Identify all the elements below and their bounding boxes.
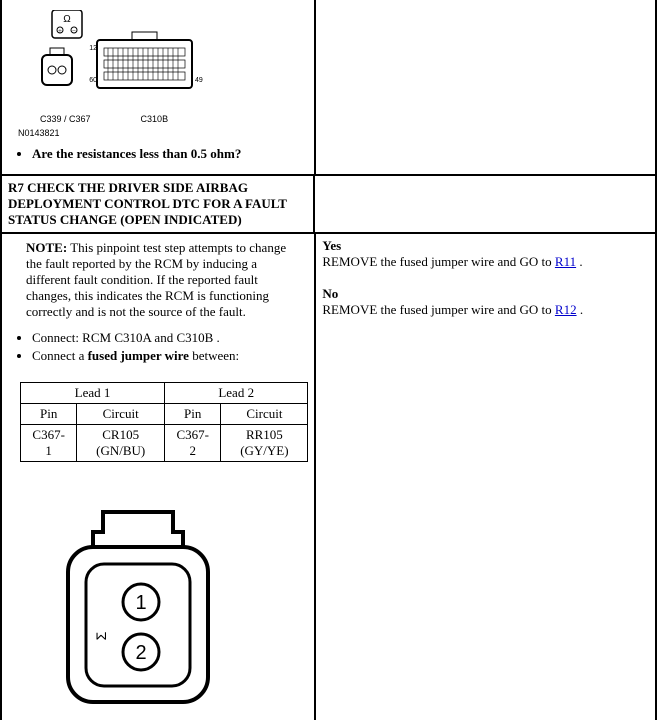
prev-step-right <box>315 0 656 175</box>
resistance-question: Are the resistances less than 0.5 ohm? <box>32 146 308 162</box>
diagnostic-table: Ω + − <box>0 0 657 720</box>
part-number: N0143821 <box>18 128 304 138</box>
pin-2-label: 2 <box>135 642 146 664</box>
note-label: NOTE: <box>26 240 67 255</box>
step-body-right: Yes REMOVE the fused jumper wire and GO … <box>315 233 656 720</box>
pin-header-1: Pin <box>21 404 77 425</box>
lead-table: Lead 1 Lead 2 Pin Circuit Pin Circuit C3… <box>20 382 308 462</box>
connector-label-1: C339 / C367 <box>40 114 91 124</box>
pin-header-2: Pin <box>165 404 221 425</box>
step-body-left: NOTE: This pinpoint test step attempts t… <box>1 233 315 720</box>
answer-no-text: REMOVE the fused jumper wire and GO to R… <box>322 302 649 318</box>
lead2-header: Lead 2 <box>165 383 308 404</box>
lead-row: C367-1 CR105 (GN/BU) C367-2 RR105 (GY/YE… <box>21 425 308 462</box>
link-r12[interactable]: R12 <box>555 302 577 317</box>
bullet-connect-jumper: Connect a fused jumper wire between: <box>32 348 308 364</box>
step-header: R7 CHECK THE DRIVER SIDE AIRBAG DEPLOYME… <box>2 176 315 232</box>
svg-text:−: − <box>72 27 76 35</box>
link-r11[interactable]: R11 <box>555 254 576 269</box>
meter-connector-diagram: Ω + − <box>12 10 304 138</box>
pin-1-label: 1 <box>135 592 146 614</box>
svg-text:49: 49 <box>195 77 203 84</box>
answer-yes-label: Yes <box>322 238 649 254</box>
svg-text:60: 60 <box>89 77 97 84</box>
circuit-header-2: Circuit <box>221 404 308 425</box>
lead1-header: Lead 1 <box>21 383 165 404</box>
prev-step-left: Ω + − <box>1 0 315 175</box>
meter-svg: Ω + − <box>12 10 212 110</box>
answer-no-label: No <box>322 286 649 302</box>
connector-c367-diagram: 1 2 Σ <box>48 502 308 716</box>
svg-text:Σ: Σ <box>93 631 109 640</box>
svg-text:Ω: Ω <box>63 14 71 25</box>
connector-label-2: C310B <box>141 114 169 124</box>
bullet-connect-rcm: Connect: RCM C310A and C310B . <box>32 330 308 346</box>
svg-text:+: + <box>58 27 62 35</box>
svg-text:12: 12 <box>89 45 97 52</box>
answer-yes-text: REMOVE the fused jumper wire and GO to R… <box>322 254 649 270</box>
circuit-header-1: Circuit <box>77 404 165 425</box>
